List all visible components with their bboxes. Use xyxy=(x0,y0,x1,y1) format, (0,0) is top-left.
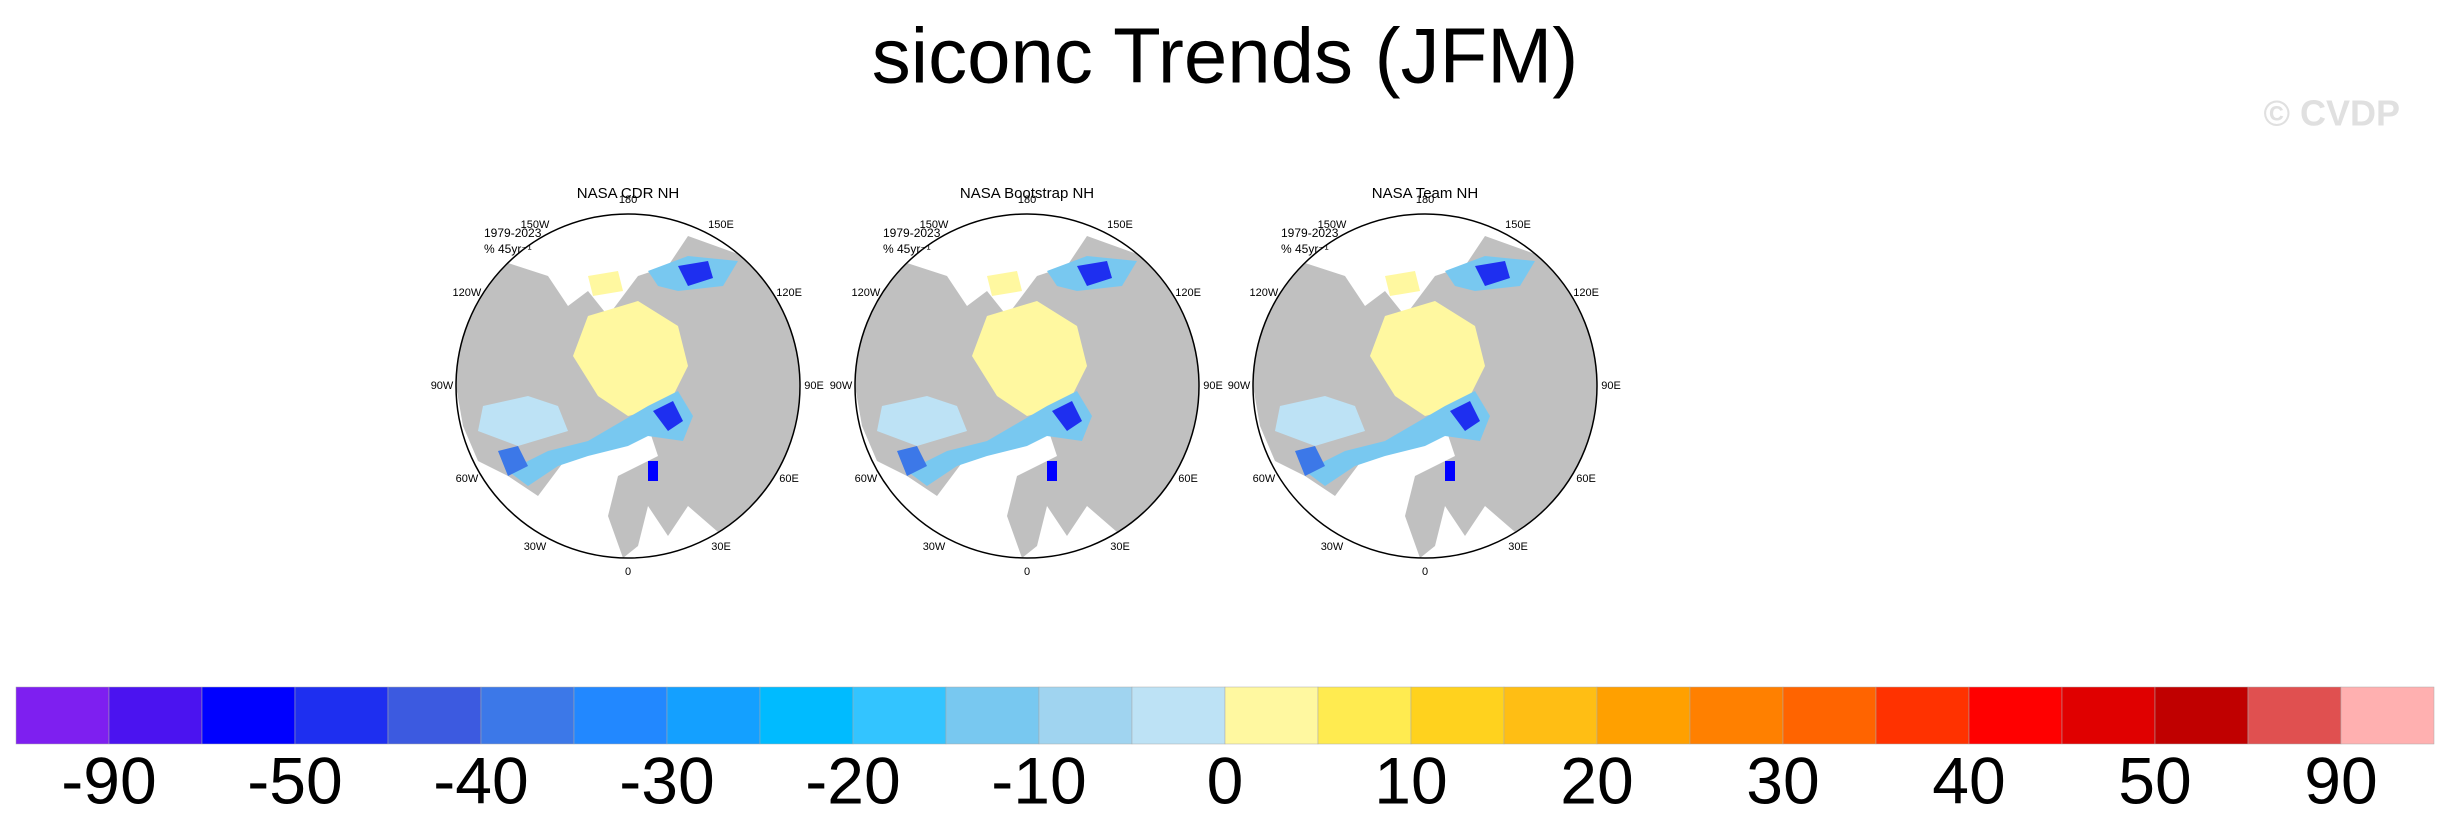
colorbar-label: 40 xyxy=(1932,743,2005,817)
colorbar-label: 30 xyxy=(1746,743,1819,817)
lon-label: 60E xyxy=(779,473,799,485)
lon-label: 60E xyxy=(1576,473,1596,485)
map-border xyxy=(1252,213,1598,559)
colorbar-box xyxy=(1224,686,1319,745)
lon-label: 150E xyxy=(1107,219,1133,231)
colorbar-box xyxy=(108,686,203,745)
colorbar-box xyxy=(1968,686,2063,745)
lon-label: 60E xyxy=(1178,473,1198,485)
lon-label: 30W xyxy=(923,541,946,553)
colorbar-box xyxy=(480,686,575,745)
map-panel: NASA CDR NH 1979-2023 % 45yr⁻¹ 180 150E 120E 9… xyxy=(431,185,824,578)
lon-label: 120W xyxy=(852,287,881,299)
panel-units: % 45yr⁻¹ xyxy=(1281,242,1329,256)
lon-label: 60W xyxy=(1253,473,1276,485)
colorbar-label: -90 xyxy=(61,743,156,817)
colorbar-box xyxy=(573,686,668,745)
figure-title: siconc Trends (JFM) xyxy=(872,12,1578,100)
panel-units: % 45yr⁻¹ xyxy=(883,242,931,256)
colorbar-box xyxy=(2340,686,2435,745)
lon-label: 30W xyxy=(524,541,547,553)
colorbar-box xyxy=(1596,686,1691,745)
lon-label: 150W xyxy=(920,219,949,231)
colorbar-box xyxy=(1875,686,1970,745)
lon-label: 0 xyxy=(625,566,631,578)
panel-title: NASA CDR NH xyxy=(577,185,680,202)
colorbar-box xyxy=(945,686,1040,745)
lon-label: 90E xyxy=(1203,380,1223,392)
colorbar-label: 10 xyxy=(1374,743,1447,817)
lon-label: 90E xyxy=(1601,380,1621,392)
map-border xyxy=(854,213,1200,559)
lon-label: 120W xyxy=(1250,287,1279,299)
map-border xyxy=(455,213,801,559)
colorbar-box xyxy=(1782,686,1877,745)
lon-label: 90W xyxy=(830,380,853,392)
map-panel: NASA Bootstrap NH 1979-2023 % 45yr⁻¹ 180 150… xyxy=(830,185,1223,578)
colorbar-label: -50 xyxy=(247,743,342,817)
lon-label: 30E xyxy=(711,541,731,553)
colorbar-label: 90 xyxy=(2304,743,2377,817)
lon-label: 0 xyxy=(1422,566,1428,578)
lon-label: 90E xyxy=(804,380,824,392)
colorbar-box xyxy=(1410,686,1505,745)
lon-label: 150E xyxy=(708,219,734,231)
panel-units: % 45yr⁻¹ xyxy=(484,242,532,256)
colorbar-box xyxy=(15,686,110,745)
lon-label: 150E xyxy=(1505,219,1531,231)
lon-label: 120E xyxy=(1175,287,1201,299)
colorbar-box xyxy=(387,686,482,745)
panel-period: 1979-2023 xyxy=(1281,226,1339,240)
colorbar-box xyxy=(1503,686,1598,745)
colorbar-box xyxy=(1317,686,1412,745)
lon-label: 180 xyxy=(1416,194,1434,206)
colorbar-box xyxy=(2061,686,2156,745)
watermark: © CVDP xyxy=(2263,93,2400,134)
colorbar-box xyxy=(759,686,854,745)
lon-label: 30E xyxy=(1508,541,1528,553)
colorbar-box xyxy=(2247,686,2342,745)
colorbar-label: 20 xyxy=(1560,743,1633,817)
colorbar-box xyxy=(2154,686,2249,745)
panel-period: 1979-2023 xyxy=(883,226,941,240)
colorbar-label: 0 xyxy=(1207,743,1244,817)
lon-label: 0 xyxy=(1024,566,1030,578)
lon-label: 180 xyxy=(1018,194,1036,206)
polar-map xyxy=(456,214,800,558)
lon-label: 90W xyxy=(1228,380,1251,392)
panel-period: 1979-2023 xyxy=(484,226,542,240)
lon-label: 180 xyxy=(619,194,637,206)
lon-label: 150W xyxy=(521,219,550,231)
lon-label: 90W xyxy=(431,380,454,392)
colorbar-box xyxy=(852,686,947,745)
colorbar-box xyxy=(1038,686,1133,745)
lon-label: 120W xyxy=(453,287,482,299)
polar-map xyxy=(855,214,1199,558)
colorbar-box xyxy=(294,686,389,745)
colorbar-label: -20 xyxy=(805,743,900,817)
colorbar-box xyxy=(201,686,296,745)
colorbar-label: 50 xyxy=(2118,743,2191,817)
colorbar-box xyxy=(1689,686,1784,745)
colorbar-label: -10 xyxy=(991,743,1086,817)
lon-label: 120E xyxy=(776,287,802,299)
map-panel: NASA Team NH 1979-2023 % 45yr⁻¹ 180 150E 120E… xyxy=(1228,185,1621,578)
colorbar-label: -40 xyxy=(433,743,528,817)
lon-label: 150W xyxy=(1318,219,1347,231)
lon-label: 30W xyxy=(1321,541,1344,553)
lon-label: 120E xyxy=(1573,287,1599,299)
lon-label: 60W xyxy=(855,473,878,485)
colorbar-box xyxy=(666,686,761,745)
panel-title: NASA Bootstrap NH xyxy=(960,185,1094,202)
panel-title: NASA Team NH xyxy=(1372,185,1478,202)
colorbar-box xyxy=(1131,686,1226,745)
polar-map xyxy=(1253,214,1597,558)
colorbar-label: -30 xyxy=(619,743,714,817)
lon-label: 60W xyxy=(456,473,479,485)
lon-label: 30E xyxy=(1110,541,1130,553)
